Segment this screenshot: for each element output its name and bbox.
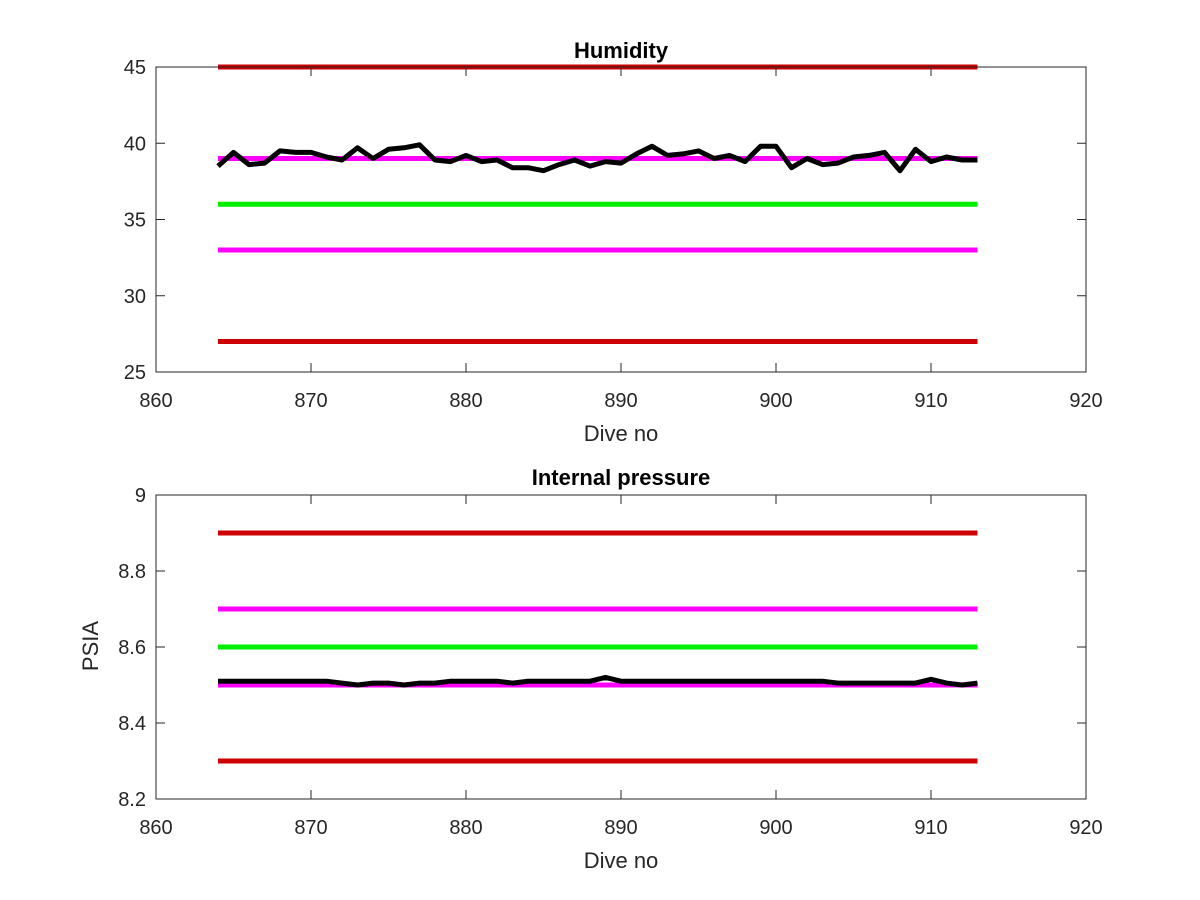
chart-title: Internal pressure [532,465,711,490]
x-tick-label: 880 [449,817,482,839]
x-tick-label: 920 [1069,817,1102,839]
x-axis-title: Dive no [584,421,659,446]
plot-frame [155,66,1087,373]
y-tick-label: 25 [124,362,146,384]
plot-frame [155,494,1087,800]
y-tick-label: 40 [124,133,146,155]
y-tick-label: 35 [124,210,146,232]
y-tick-label: 8.8 [118,561,146,583]
series-line [218,674,978,688]
pressure-panel: Internal pressure Dive no PSIA 860 870 880… [78,465,1103,873]
x-tick-label: 870 [294,817,327,839]
x-tick-label: 900 [759,817,792,839]
reference-lines [218,64,978,344]
x-tick-label: 910 [914,390,947,412]
x-tick-label: 890 [604,390,637,412]
x-tick-label: 920 [1069,390,1102,412]
x-tick-label: 900 [759,390,792,412]
y-tick-label: 8.4 [118,713,146,735]
x-tick-label: 880 [449,390,482,412]
y-axis-title: PSIA [78,621,103,671]
y-tick-label: 8.6 [118,637,146,659]
series-line [216,142,978,174]
y-tick-label: 8.2 [118,789,146,811]
x-axis-title: Dive no [584,848,659,873]
data-series [218,674,978,688]
x-tick-label: 890 [604,817,637,839]
x-tick-label: 910 [914,817,947,839]
x-tick-label: 860 [139,390,172,412]
humidity-panel: Humidity Dive no 860 870 880 890 900 910 920 25… [124,38,1103,446]
x-tick-label: 860 [139,817,172,839]
data-series [216,142,978,174]
chart-title: Humidity [574,38,669,63]
x-tick-label: 870 [294,390,327,412]
y-tick-label: 45 [124,57,146,79]
y-tick-label: 30 [124,286,146,308]
y-tick-label: 9 [135,485,146,507]
reference-lines [218,530,978,764]
ticks: 860 870 880 890 900 910 920 8.2 8.4 8.6 8.8 9 [118,485,1103,839]
ticks: 860 870 880 890 900 910 920 25 30 35 40 45 [124,57,1103,412]
